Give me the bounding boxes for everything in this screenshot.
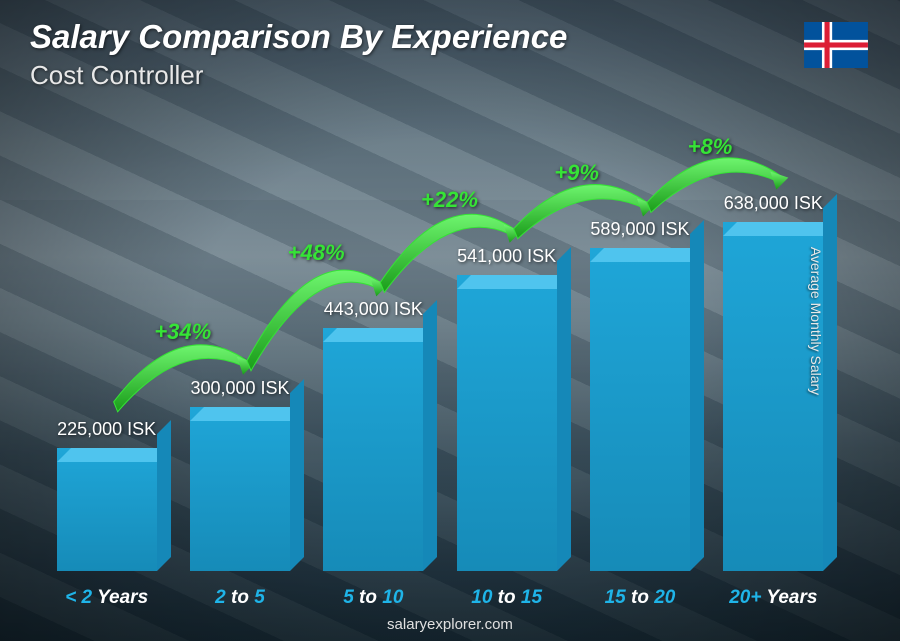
bar-front-face xyxy=(457,275,557,571)
bar-slot: 225,000 ISK xyxy=(40,120,173,571)
bar-side-face xyxy=(557,247,571,571)
bar-top-face xyxy=(723,222,837,236)
header: Salary Comparison By Experience Cost Con… xyxy=(30,18,567,91)
bar xyxy=(190,407,290,571)
bar-front-face xyxy=(190,407,290,571)
bar-side-face xyxy=(823,194,837,571)
bar-side-face xyxy=(157,420,171,571)
percent-increase-label: +34% xyxy=(154,319,211,345)
bar-front-face xyxy=(590,248,690,571)
bar-top-face xyxy=(590,248,704,262)
iceland-flag-icon xyxy=(804,22,868,68)
bar xyxy=(323,328,423,571)
percent-increase-label: +48% xyxy=(288,240,345,266)
percent-increase-label: +22% xyxy=(421,187,478,213)
bar-value-label: 443,000 ISK xyxy=(324,299,423,320)
bar-side-face xyxy=(290,379,304,571)
x-axis-labels: < 2 Years2 to 55 to 1010 to 1515 to 2020… xyxy=(40,587,840,609)
bar-chart: 225,000 ISK 300,000 ISK 443,000 ISK 541,… xyxy=(40,120,840,571)
percent-increase-label: +9% xyxy=(554,160,599,186)
x-axis-label: < 2 Years xyxy=(40,587,173,609)
bar-top-face xyxy=(323,328,437,342)
bar-side-face xyxy=(690,220,704,571)
bar xyxy=(457,275,557,571)
bar-top-face xyxy=(457,275,571,289)
bar-top-face xyxy=(190,407,304,421)
page-title: Salary Comparison By Experience xyxy=(30,18,567,56)
bar-slot: 589,000 ISK xyxy=(573,120,706,571)
bar-front-face xyxy=(57,448,157,571)
bar-value-label: 225,000 ISK xyxy=(57,419,156,440)
bar-front-face xyxy=(323,328,423,571)
bar-value-label: 638,000 ISK xyxy=(724,193,823,214)
bar-value-label: 589,000 ISK xyxy=(590,219,689,240)
footer-source: salaryexplorer.com xyxy=(0,616,900,633)
page-subtitle: Cost Controller xyxy=(30,60,567,91)
bar xyxy=(57,448,157,571)
x-axis-label: 5 to 10 xyxy=(307,587,440,609)
bar-value-label: 300,000 ISK xyxy=(190,378,289,399)
x-axis-label: 10 to 15 xyxy=(440,587,573,609)
bar-top-face xyxy=(57,448,171,462)
bar-slot: 300,000 ISK xyxy=(173,120,306,571)
bar-side-face xyxy=(423,300,437,571)
bar xyxy=(590,248,690,571)
y-axis-label: Average Monthly Salary xyxy=(808,246,824,394)
bar-value-label: 541,000 ISK xyxy=(457,246,556,267)
bar-slot: 443,000 ISK xyxy=(307,120,440,571)
x-axis-label: 15 to 20 xyxy=(573,587,706,609)
x-axis-label: 20+ Years xyxy=(707,587,840,609)
x-axis-label: 2 to 5 xyxy=(173,587,306,609)
percent-increase-label: +8% xyxy=(688,134,733,160)
